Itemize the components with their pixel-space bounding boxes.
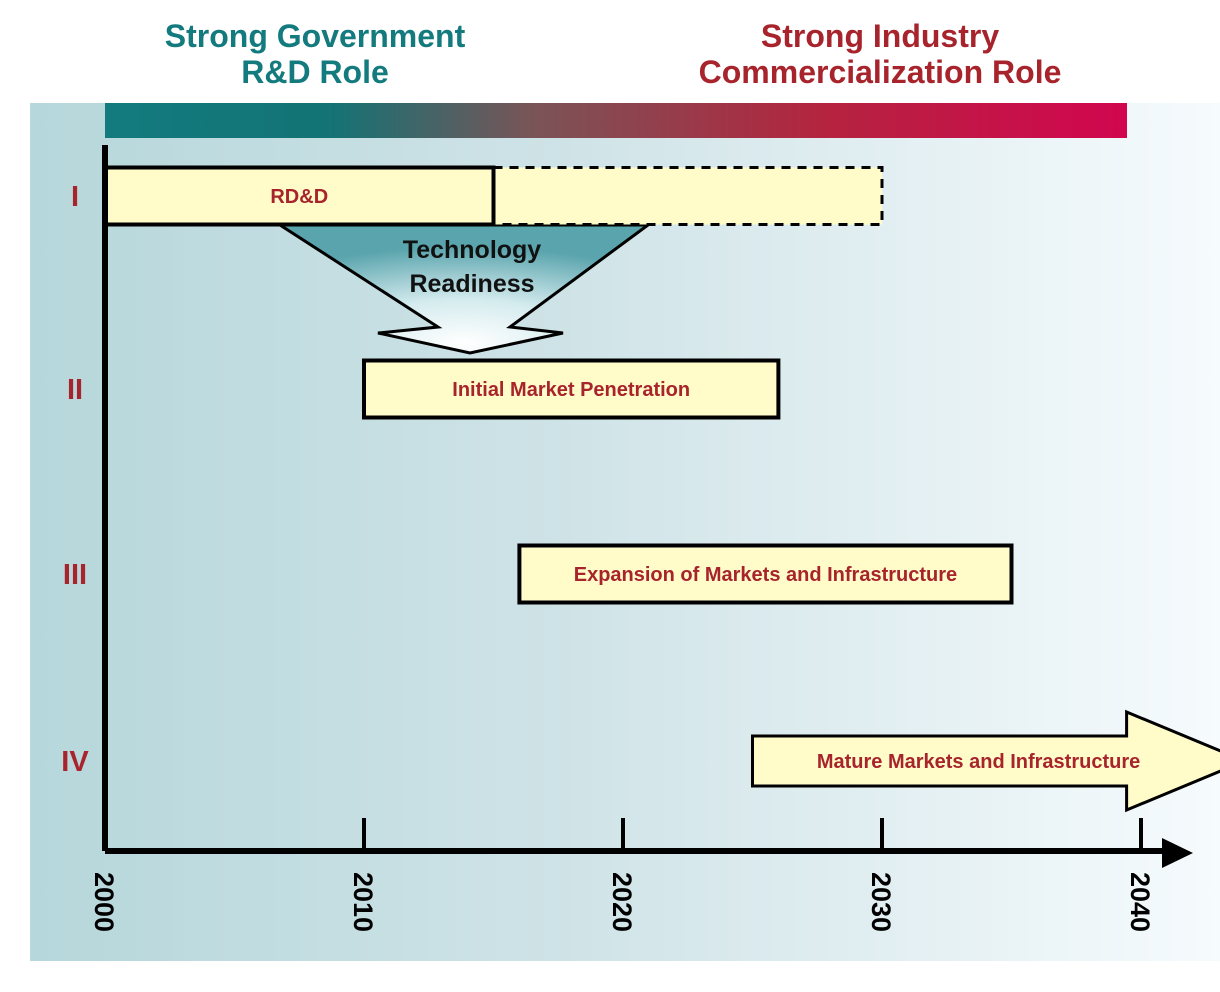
phase-3-numeral: III xyxy=(63,559,87,591)
phase-1-box xyxy=(103,165,496,227)
tick-label-2030: 2030 xyxy=(866,872,896,932)
government-role-line-2: R&D Role xyxy=(241,54,389,90)
phase-4-numeral: IV xyxy=(61,746,89,778)
phase-1-numeral: I xyxy=(71,181,79,213)
tick-label-2010: 2010 xyxy=(348,872,378,932)
government-role-heading: Strong Government R&D Role xyxy=(120,18,510,90)
phase-3-box xyxy=(517,543,1014,605)
phase-4-label: Mature Markets and Infrastructure xyxy=(817,751,1140,773)
phase-3-label: Expansion of Markets and Infrastructure xyxy=(574,564,957,586)
role-transition-bar xyxy=(105,103,1127,138)
phase-2-box xyxy=(362,358,781,420)
industry-role-line-1: Strong Industry xyxy=(760,18,1000,54)
phase-layer: I RD&D II Initial Market Penetration III Expa… xyxy=(61,165,1220,813)
tick-label-2020: 2020 xyxy=(607,872,637,932)
phase-2-label: Initial Market Penetration xyxy=(452,379,690,401)
phase-1-label: RD&D xyxy=(270,186,328,208)
government-role-line-1: Strong Government xyxy=(164,18,466,54)
phase-2-numeral: II xyxy=(67,374,83,406)
phase-1-extension-box xyxy=(492,166,884,226)
tick-label-2000: 2000 xyxy=(89,872,119,932)
industry-role-heading: Strong Industry Commercialization Role xyxy=(640,18,1120,90)
tick-label-2040: 2040 xyxy=(1125,872,1155,932)
timeline-ticks: 2000 2010 2020 2030 2040 xyxy=(89,818,1155,932)
time-axis-arrowhead xyxy=(1162,838,1193,868)
readiness-label-line-2: Readiness xyxy=(409,270,534,298)
technology-readiness-arrow xyxy=(274,223,653,355)
phase-4-arrow xyxy=(751,709,1220,813)
industry-role-line-2: Commercialization Role xyxy=(698,54,1062,90)
readiness-label-line-1: Technology xyxy=(403,236,542,264)
